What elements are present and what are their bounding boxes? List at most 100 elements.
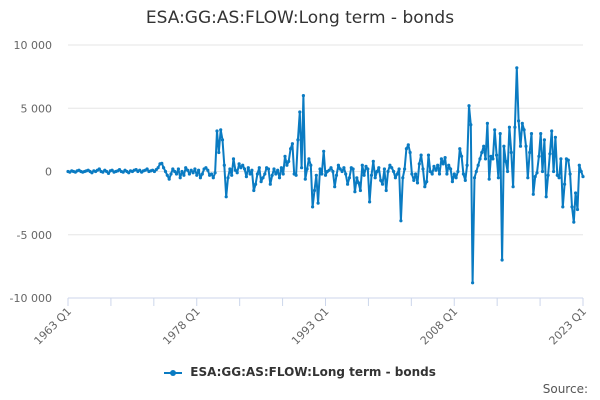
- data-point[interactable]: [561, 205, 565, 209]
- data-point[interactable]: [500, 258, 504, 262]
- data-point[interactable]: [301, 94, 305, 98]
- data-point[interactable]: [309, 163, 313, 167]
- data-point[interactable]: [375, 169, 379, 174]
- data-point[interactable]: [437, 172, 442, 176]
- data-point[interactable]: [358, 188, 362, 193]
- data-point[interactable]: [162, 166, 166, 170]
- data-point[interactable]: [423, 185, 427, 189]
- data-point[interactable]: [390, 166, 394, 170]
- data-point[interactable]: [403, 167, 407, 171]
- data-point[interactable]: [410, 172, 414, 176]
- data-point[interactable]: [393, 176, 397, 180]
- data-point[interactable]: [511, 185, 515, 189]
- data-point[interactable]: [380, 182, 385, 186]
- data-point[interactable]: [518, 144, 523, 148]
- data-point[interactable]: [156, 166, 160, 170]
- data-point[interactable]: [425, 180, 429, 184]
- data-point[interactable]: [373, 176, 377, 180]
- data-point[interactable]: [176, 167, 180, 171]
- data-point[interactable]: [323, 173, 328, 177]
- data-point[interactable]: [450, 180, 454, 184]
- data-point[interactable]: [531, 192, 535, 196]
- data-point[interactable]: [474, 169, 478, 174]
- data-point[interactable]: [296, 138, 300, 142]
- data-point[interactable]: [327, 168, 331, 172]
- data-series[interactable]: [66, 66, 585, 285]
- data-point[interactable]: [458, 147, 462, 151]
- data-point[interactable]: [263, 172, 267, 176]
- data-point[interactable]: [351, 167, 355, 171]
- data-point[interactable]: [336, 163, 340, 167]
- data-point[interactable]: [244, 175, 248, 179]
- data-point[interactable]: [364, 164, 368, 168]
- data-point[interactable]: [237, 162, 241, 166]
- data-point[interactable]: [224, 195, 228, 199]
- legend[interactable]: ESA:GG:AS:FLOW:Long term - bonds: [0, 365, 600, 379]
- data-point[interactable]: [432, 164, 436, 168]
- data-point[interactable]: [331, 169, 335, 174]
- data-point[interactable]: [552, 169, 556, 174]
- data-point[interactable]: [463, 178, 467, 182]
- data-point[interactable]: [557, 176, 561, 180]
- data-point[interactable]: [495, 153, 499, 157]
- data-point[interactable]: [261, 176, 265, 180]
- data-point[interactable]: [259, 180, 263, 184]
- data-point[interactable]: [568, 172, 572, 176]
- data-point[interactable]: [334, 173, 339, 177]
- data-point[interactable]: [456, 169, 460, 174]
- data-point[interactable]: [346, 182, 350, 186]
- data-point[interactable]: [546, 173, 550, 177]
- data-point[interactable]: [447, 163, 451, 167]
- data-point[interactable]: [220, 138, 225, 142]
- data-point[interactable]: [428, 169, 432, 174]
- data-point[interactable]: [467, 104, 471, 108]
- data-point[interactable]: [257, 166, 261, 170]
- data-point[interactable]: [460, 154, 464, 158]
- data-point[interactable]: [320, 172, 324, 176]
- data-point[interactable]: [421, 167, 425, 171]
- data-point[interactable]: [384, 188, 388, 193]
- data-point[interactable]: [268, 182, 272, 186]
- data-point[interactable]: [559, 157, 563, 161]
- data-point[interactable]: [219, 128, 223, 132]
- data-point[interactable]: [533, 175, 537, 179]
- data-point[interactable]: [322, 149, 326, 153]
- data-point[interactable]: [397, 167, 401, 171]
- data-point[interactable]: [357, 181, 361, 185]
- data-point[interactable]: [285, 163, 289, 167]
- data-point[interactable]: [243, 167, 247, 171]
- data-point[interactable]: [502, 144, 506, 148]
- data-point[interactable]: [491, 157, 495, 161]
- data-point[interactable]: [228, 167, 232, 171]
- data-point[interactable]: [316, 201, 320, 205]
- data-point[interactable]: [180, 169, 184, 174]
- data-point[interactable]: [307, 157, 311, 161]
- data-point[interactable]: [581, 175, 585, 179]
- data-point[interactable]: [360, 163, 364, 167]
- data-point[interactable]: [250, 168, 254, 172]
- data-point[interactable]: [524, 144, 528, 148]
- data-point[interactable]: [209, 172, 214, 176]
- data-point[interactable]: [483, 157, 488, 161]
- data-point[interactable]: [496, 176, 500, 180]
- data-point[interactable]: [298, 110, 302, 114]
- data-point[interactable]: [289, 147, 293, 151]
- data-point[interactable]: [498, 132, 502, 136]
- data-point[interactable]: [382, 167, 386, 171]
- data-point[interactable]: [426, 153, 431, 157]
- data-point[interactable]: [281, 172, 285, 176]
- data-point[interactable]: [399, 219, 403, 223]
- data-point[interactable]: [574, 191, 578, 195]
- data-point[interactable]: [318, 167, 322, 171]
- data-point[interactable]: [279, 166, 283, 170]
- data-point[interactable]: [362, 173, 366, 177]
- data-point[interactable]: [213, 171, 217, 175]
- data-point[interactable]: [507, 125, 511, 129]
- data-point[interactable]: [187, 172, 191, 176]
- data-point[interactable]: [529, 132, 534, 136]
- data-point[interactable]: [255, 172, 259, 176]
- data-point[interactable]: [371, 159, 375, 163]
- data-point[interactable]: [443, 156, 447, 160]
- data-point[interactable]: [430, 172, 434, 176]
- data-point[interactable]: [294, 173, 298, 177]
